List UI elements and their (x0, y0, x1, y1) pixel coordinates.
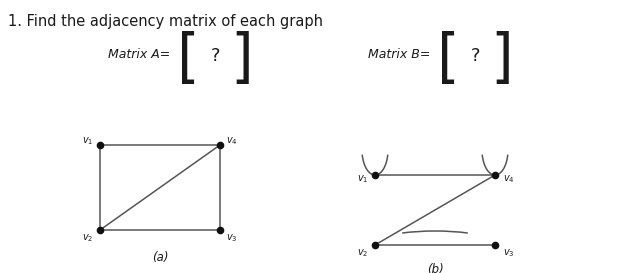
Text: Matrix B=: Matrix B= (368, 49, 431, 61)
Text: $v_2$: $v_2$ (82, 232, 93, 244)
Text: $v_4$: $v_4$ (226, 135, 238, 147)
Text: ]: ] (490, 31, 513, 88)
Text: $v_2$: $v_2$ (357, 247, 369, 259)
Text: Matrix A=: Matrix A= (108, 49, 170, 61)
Text: 1. Find the adjacency matrix of each graph: 1. Find the adjacency matrix of each gra… (8, 14, 323, 29)
Text: $v_4$: $v_4$ (503, 173, 515, 185)
Text: (b): (b) (427, 263, 443, 273)
Text: $v_1$: $v_1$ (357, 173, 369, 185)
Text: [: [ (177, 31, 199, 88)
Text: $v_3$: $v_3$ (503, 247, 515, 259)
Text: ]: ] (231, 31, 253, 88)
Text: ?: ? (211, 47, 220, 65)
Text: ?: ? (470, 47, 480, 65)
Text: $v_3$: $v_3$ (226, 232, 238, 244)
Text: $v_1$: $v_1$ (82, 135, 93, 147)
Text: [: [ (437, 31, 459, 88)
Text: (a): (a) (152, 251, 169, 265)
